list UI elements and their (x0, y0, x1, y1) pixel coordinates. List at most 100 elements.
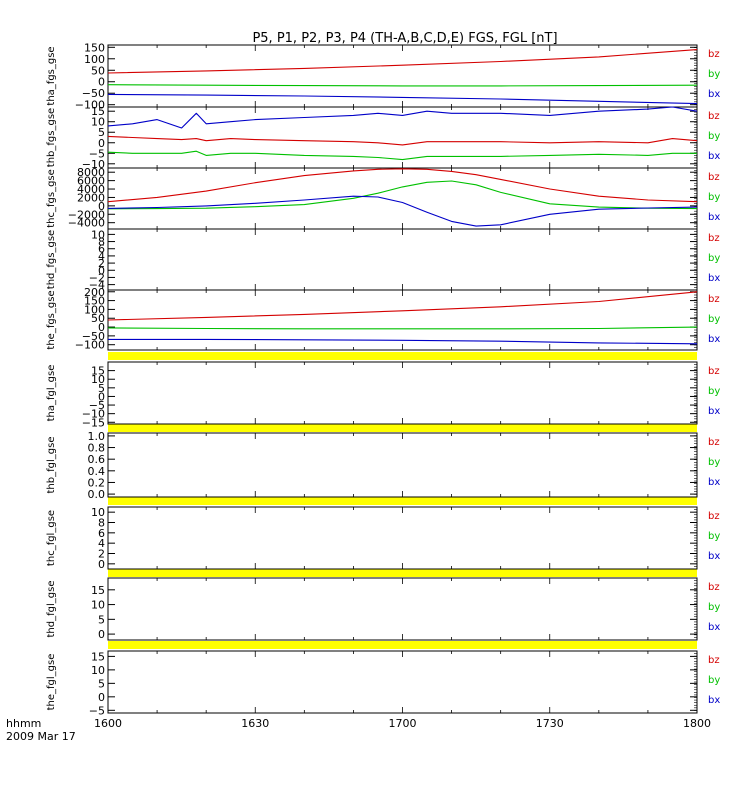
y-axis-label: thb_fgl_gse (46, 437, 57, 494)
panel-frame (107, 167, 698, 230)
y-tick-label: 100 (84, 303, 105, 316)
series-bz-line (107, 49, 698, 74)
y-tick-label: 8000 (77, 166, 105, 179)
fgl-bar-0 (108, 352, 697, 360)
legend-by: by (708, 253, 720, 264)
legend-bz: bz (708, 655, 720, 666)
fgl-bar-3 (108, 569, 697, 577)
y-tick-label: 150 (84, 41, 105, 54)
y-tick-label: 0.6 (88, 453, 106, 466)
y-tick-label: −100 (75, 99, 105, 112)
legend-bx: bx (708, 273, 720, 284)
y-tick-label: −15 (82, 416, 105, 429)
legend-by: by (708, 131, 720, 142)
series-bz-line (107, 291, 698, 321)
series-by-line (107, 84, 698, 87)
y-tick-label: 0 (98, 200, 105, 213)
y-tick-label: 0.8 (88, 442, 106, 455)
y-tick-label: −2 (89, 271, 105, 284)
x-tick-label: 1630 (241, 717, 269, 730)
x-date-label: 2009 Mar 17 (6, 730, 76, 743)
panel-frame (107, 289, 698, 351)
y-tick-label: −50 (82, 330, 105, 343)
y-tick-label: 0.0 (88, 488, 106, 501)
y-tick-label: 0 (98, 76, 105, 89)
y-tick-label: 0 (98, 321, 105, 334)
legend-by: by (708, 675, 720, 686)
y-tick-label: 6 (98, 243, 105, 256)
y-tick-label: −2000 (68, 208, 105, 221)
legend-by: by (708, 69, 720, 80)
y-axis-label: thb_fgs_gse (46, 108, 57, 167)
y-tick-label: 0.2 (88, 476, 106, 489)
x-tick-label: 1700 (389, 717, 417, 730)
y-tick-label: 2 (98, 548, 105, 561)
panel-frame (107, 228, 698, 291)
legend-bx: bx (708, 406, 720, 417)
y-tick-label: 10 (91, 599, 105, 612)
y-tick-label: 0.4 (88, 465, 106, 478)
legend-bz: bz (708, 172, 720, 183)
panel-frame (107, 432, 698, 498)
y-tick-label: 4 (98, 250, 105, 263)
y-axis-label: tha_fgl_gse (46, 365, 57, 422)
legend-bx: bx (708, 477, 720, 488)
panel-thb_fgl_gse: 1.00.80.60.40.20.0 thb_fgl_gse bz by bx (46, 430, 720, 501)
y-tick-label: 5 (98, 126, 105, 139)
y-axis-label: the_fgs_gse (46, 290, 57, 349)
y-tick-label: 10 (91, 228, 105, 241)
legend-by: by (708, 457, 720, 468)
y-tick-label: 2000 (77, 191, 105, 204)
y-tick-label: 0 (98, 691, 105, 704)
legend-by: by (708, 314, 720, 325)
y-tick-label: 0 (98, 264, 105, 277)
legend-bz: bz (708, 111, 720, 122)
y-tick-label: 0 (98, 390, 105, 403)
y-tick-label: 2 (98, 257, 105, 270)
y-tick-label: 15 (91, 584, 105, 597)
legend-bz: bz (708, 366, 720, 377)
y-tick-label: −100 (75, 339, 105, 352)
y-tick-label: −10 (82, 408, 105, 421)
y-tick-label: 4000 (77, 183, 105, 196)
panel-frame (107, 577, 698, 641)
y-tick-label: 0 (98, 137, 105, 150)
legend-bx: bx (708, 695, 720, 706)
y-tick-label: 8 (98, 236, 105, 249)
y-tick-label: 5 (98, 382, 105, 395)
y-tick-label: 200 (84, 286, 105, 299)
y-tick-label: 15 (91, 105, 105, 118)
legend-by: by (708, 602, 720, 613)
y-tick-label: 150 (84, 295, 105, 308)
y-tick-label: 0 (98, 628, 105, 641)
y-tick-label: 10 (91, 116, 105, 129)
fgl-bar-1 (108, 424, 697, 432)
x-unit-label: hhmm (6, 717, 41, 730)
y-tick-label: 15 (91, 365, 105, 378)
y-tick-label: 15 (91, 650, 105, 663)
y-axis-label: tha_fgs_gse (46, 46, 57, 105)
legend-bx: bx (708, 151, 720, 162)
legend-bx: bx (708, 551, 720, 562)
y-tick-label: −4000 (68, 217, 105, 230)
y-tick-label: −5 (89, 147, 105, 160)
series-by-line (107, 326, 698, 330)
x-tick-label: 1800 (683, 717, 711, 730)
legend-bx: bx (708, 334, 720, 345)
y-axis-label: thc_fgs_gse (46, 169, 57, 228)
series-bx-line (108, 338, 698, 345)
y-tick-label: 100 (84, 53, 105, 66)
x-tick-label: 1730 (536, 717, 564, 730)
panel-frame (107, 650, 698, 714)
fgl-bar-4 (108, 641, 697, 649)
y-tick-label: 10 (91, 506, 105, 519)
y-axis-label: thd_fgs_gse (46, 230, 57, 289)
series-bx-line (107, 93, 698, 105)
